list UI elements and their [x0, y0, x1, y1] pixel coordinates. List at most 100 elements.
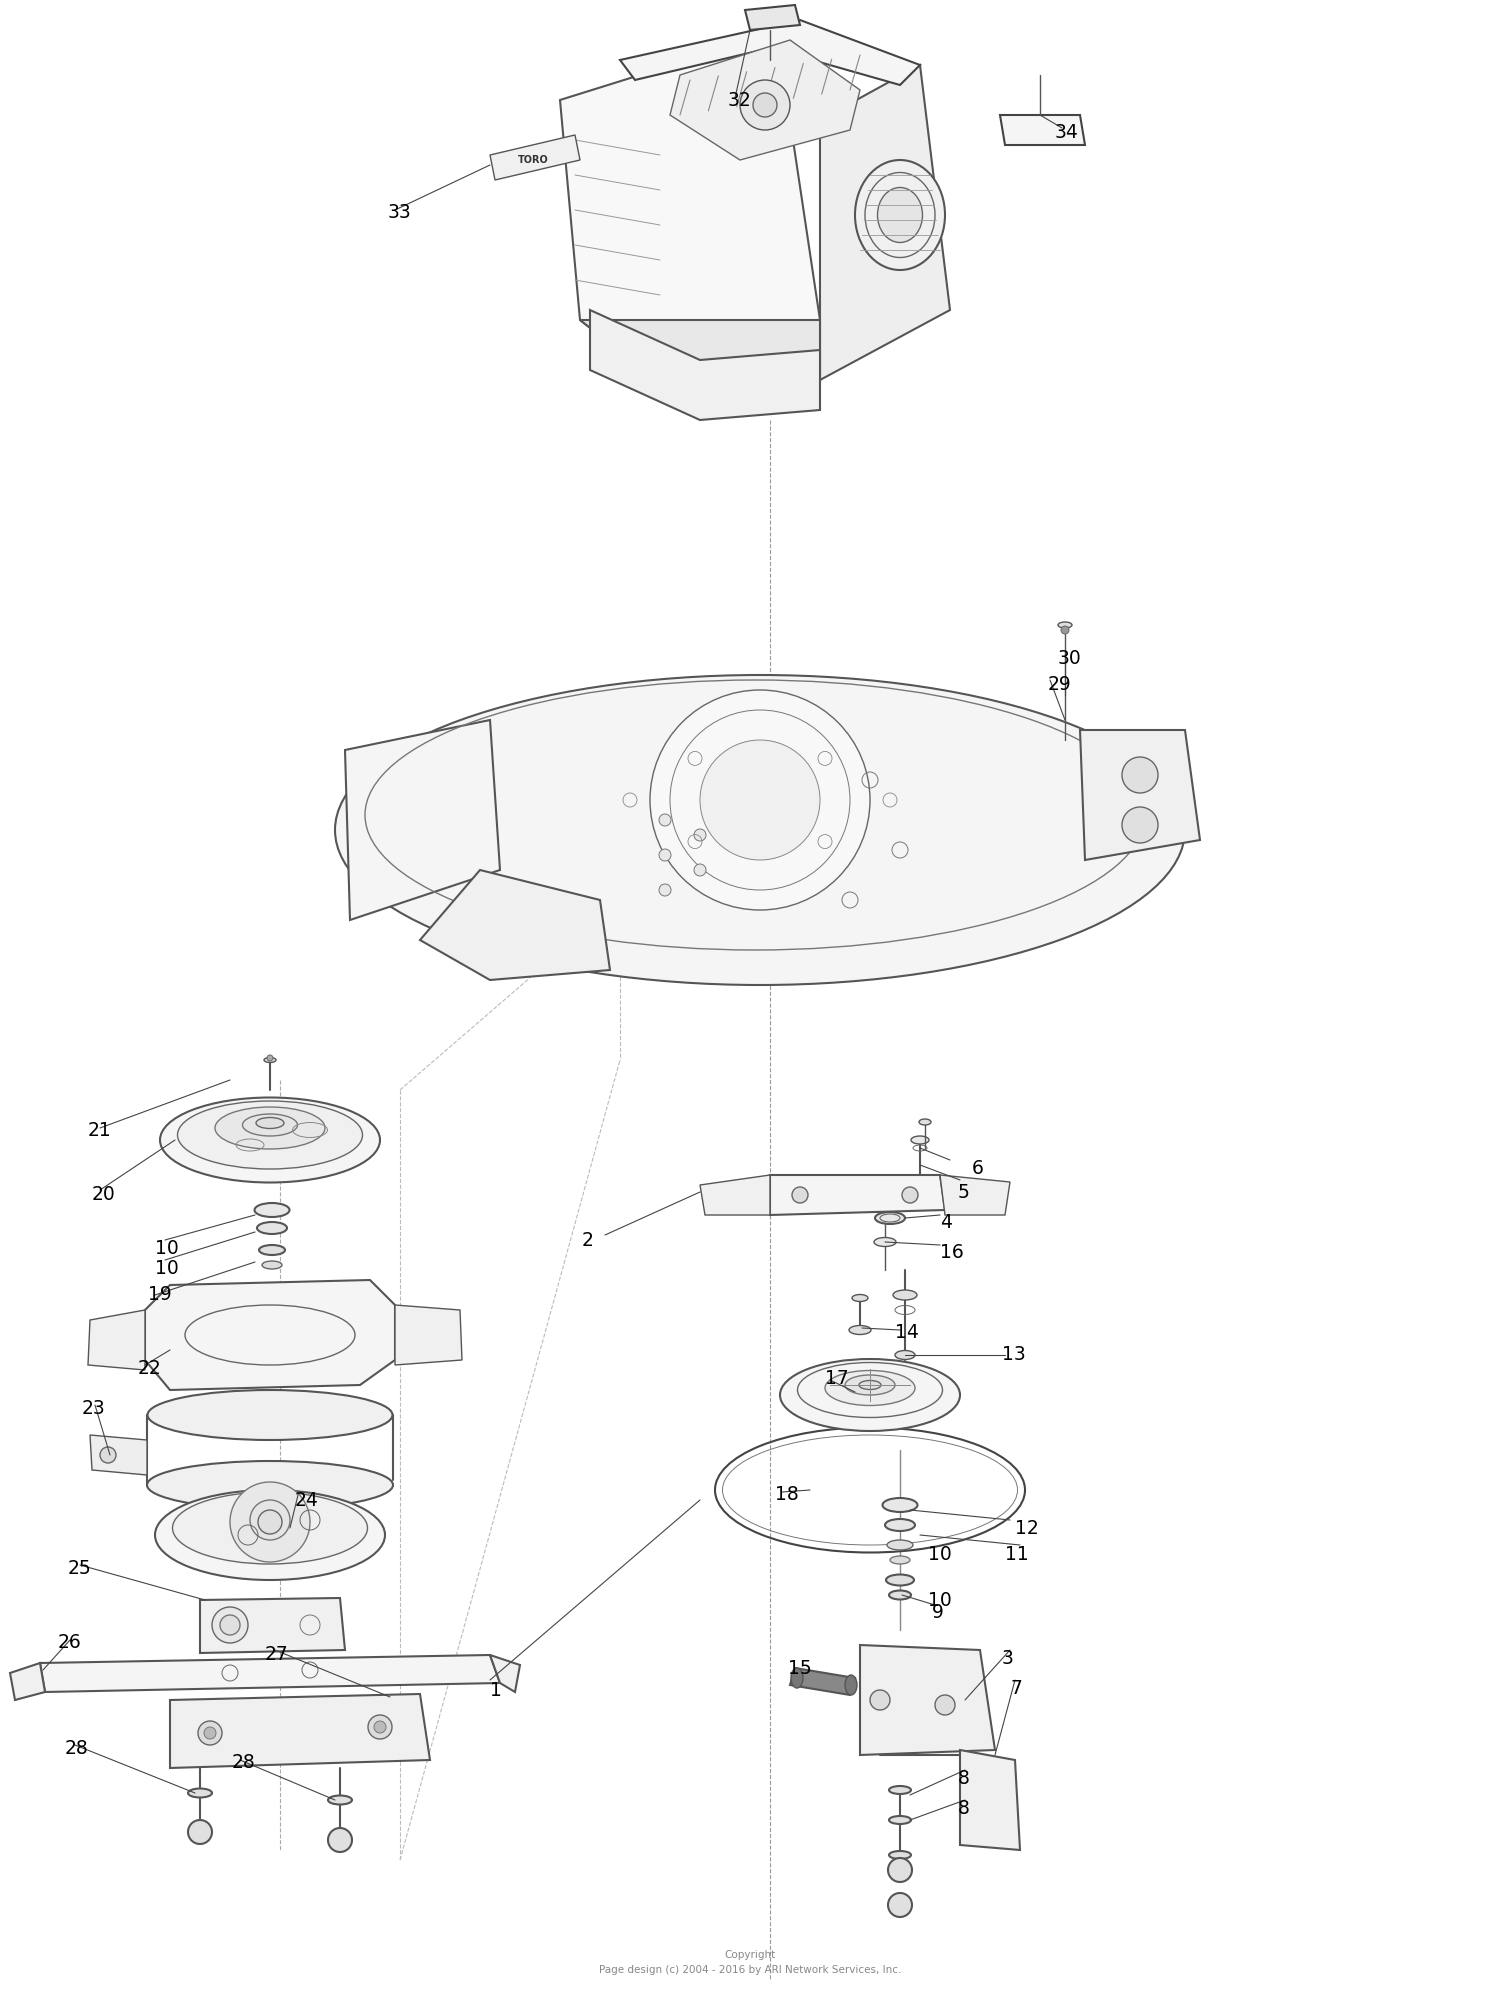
Ellipse shape: [1058, 621, 1072, 627]
Text: 15: 15: [788, 1659, 812, 1678]
Circle shape: [658, 814, 670, 826]
Polygon shape: [90, 1436, 147, 1475]
Circle shape: [204, 1726, 216, 1738]
Polygon shape: [790, 1668, 855, 1694]
Text: 11: 11: [1005, 1545, 1029, 1565]
Circle shape: [258, 1509, 282, 1533]
Text: 6: 6: [972, 1159, 984, 1177]
Circle shape: [220, 1615, 240, 1635]
Text: 4: 4: [940, 1213, 952, 1232]
Polygon shape: [859, 1645, 994, 1754]
Text: 21: 21: [88, 1121, 111, 1139]
Polygon shape: [940, 1175, 1010, 1215]
Polygon shape: [490, 1655, 520, 1692]
Text: 5: 5: [958, 1183, 970, 1201]
Text: 23: 23: [82, 1398, 105, 1418]
Text: 14: 14: [896, 1322, 920, 1342]
Ellipse shape: [890, 1786, 910, 1794]
Circle shape: [753, 94, 777, 117]
Text: 28: 28: [232, 1752, 255, 1772]
Polygon shape: [40, 1655, 500, 1692]
Circle shape: [650, 691, 870, 910]
Ellipse shape: [886, 1539, 914, 1551]
Polygon shape: [746, 6, 800, 30]
Ellipse shape: [844, 1674, 856, 1694]
Ellipse shape: [256, 1117, 284, 1129]
Ellipse shape: [328, 1796, 352, 1804]
Ellipse shape: [859, 1380, 880, 1390]
Polygon shape: [580, 321, 820, 390]
Text: 3: 3: [1002, 1649, 1014, 1668]
Circle shape: [658, 848, 670, 860]
Ellipse shape: [896, 1350, 915, 1360]
Ellipse shape: [874, 1213, 904, 1224]
Circle shape: [1122, 757, 1158, 792]
Circle shape: [740, 80, 790, 129]
Circle shape: [328, 1828, 352, 1852]
Polygon shape: [1000, 115, 1084, 145]
Text: 9: 9: [932, 1603, 944, 1621]
Polygon shape: [200, 1599, 345, 1653]
Text: 30: 30: [1058, 649, 1082, 667]
Text: 12: 12: [1016, 1519, 1038, 1537]
Ellipse shape: [844, 1376, 895, 1396]
Polygon shape: [170, 1694, 430, 1768]
Circle shape: [902, 1187, 918, 1203]
Circle shape: [792, 1187, 808, 1203]
Ellipse shape: [890, 1816, 910, 1824]
Circle shape: [251, 1499, 290, 1539]
Circle shape: [658, 884, 670, 896]
Ellipse shape: [890, 1852, 910, 1860]
Circle shape: [870, 1690, 889, 1710]
Polygon shape: [620, 20, 920, 86]
Text: 26: 26: [58, 1633, 81, 1651]
Text: 24: 24: [296, 1491, 320, 1509]
Text: 10: 10: [928, 1545, 951, 1565]
Ellipse shape: [885, 1519, 915, 1531]
Text: 10: 10: [154, 1238, 178, 1258]
Ellipse shape: [147, 1461, 393, 1509]
Polygon shape: [490, 135, 580, 179]
Circle shape: [230, 1481, 310, 1563]
Ellipse shape: [855, 159, 945, 271]
Circle shape: [198, 1720, 222, 1744]
Polygon shape: [10, 1662, 45, 1700]
Ellipse shape: [892, 1290, 916, 1300]
Circle shape: [694, 828, 706, 840]
Circle shape: [188, 1820, 211, 1844]
Text: 33: 33: [388, 203, 411, 221]
Circle shape: [211, 1607, 248, 1643]
Text: TORO: TORO: [518, 155, 549, 165]
Text: 20: 20: [92, 1185, 116, 1205]
Ellipse shape: [188, 1788, 211, 1798]
Ellipse shape: [256, 1222, 286, 1234]
Ellipse shape: [878, 187, 922, 243]
Ellipse shape: [882, 1497, 918, 1511]
Ellipse shape: [874, 1238, 896, 1246]
Ellipse shape: [264, 1057, 276, 1063]
Ellipse shape: [154, 1489, 386, 1581]
Text: 8: 8: [958, 1798, 970, 1818]
Text: 28: 28: [64, 1738, 88, 1758]
Polygon shape: [670, 40, 859, 159]
Text: 27: 27: [266, 1645, 288, 1664]
Ellipse shape: [255, 1203, 290, 1217]
Text: Page design (c) 2004 - 2016 by ARI Network Services, Inc.: Page design (c) 2004 - 2016 by ARI Netwo…: [598, 1965, 902, 1975]
Polygon shape: [88, 1310, 146, 1370]
Text: Copyright: Copyright: [724, 1949, 776, 1959]
Ellipse shape: [852, 1294, 868, 1302]
Ellipse shape: [890, 1557, 910, 1565]
Ellipse shape: [147, 1390, 393, 1439]
Polygon shape: [960, 1750, 1020, 1850]
Ellipse shape: [177, 1101, 363, 1169]
Polygon shape: [560, 50, 820, 390]
Text: 10: 10: [154, 1258, 178, 1278]
Text: 10: 10: [928, 1591, 951, 1609]
Circle shape: [100, 1447, 116, 1463]
Text: 19: 19: [148, 1286, 171, 1304]
Circle shape: [267, 1055, 273, 1061]
Circle shape: [888, 1858, 912, 1881]
Text: 29: 29: [1048, 675, 1071, 695]
Polygon shape: [345, 721, 500, 920]
Text: 18: 18: [776, 1485, 798, 1505]
